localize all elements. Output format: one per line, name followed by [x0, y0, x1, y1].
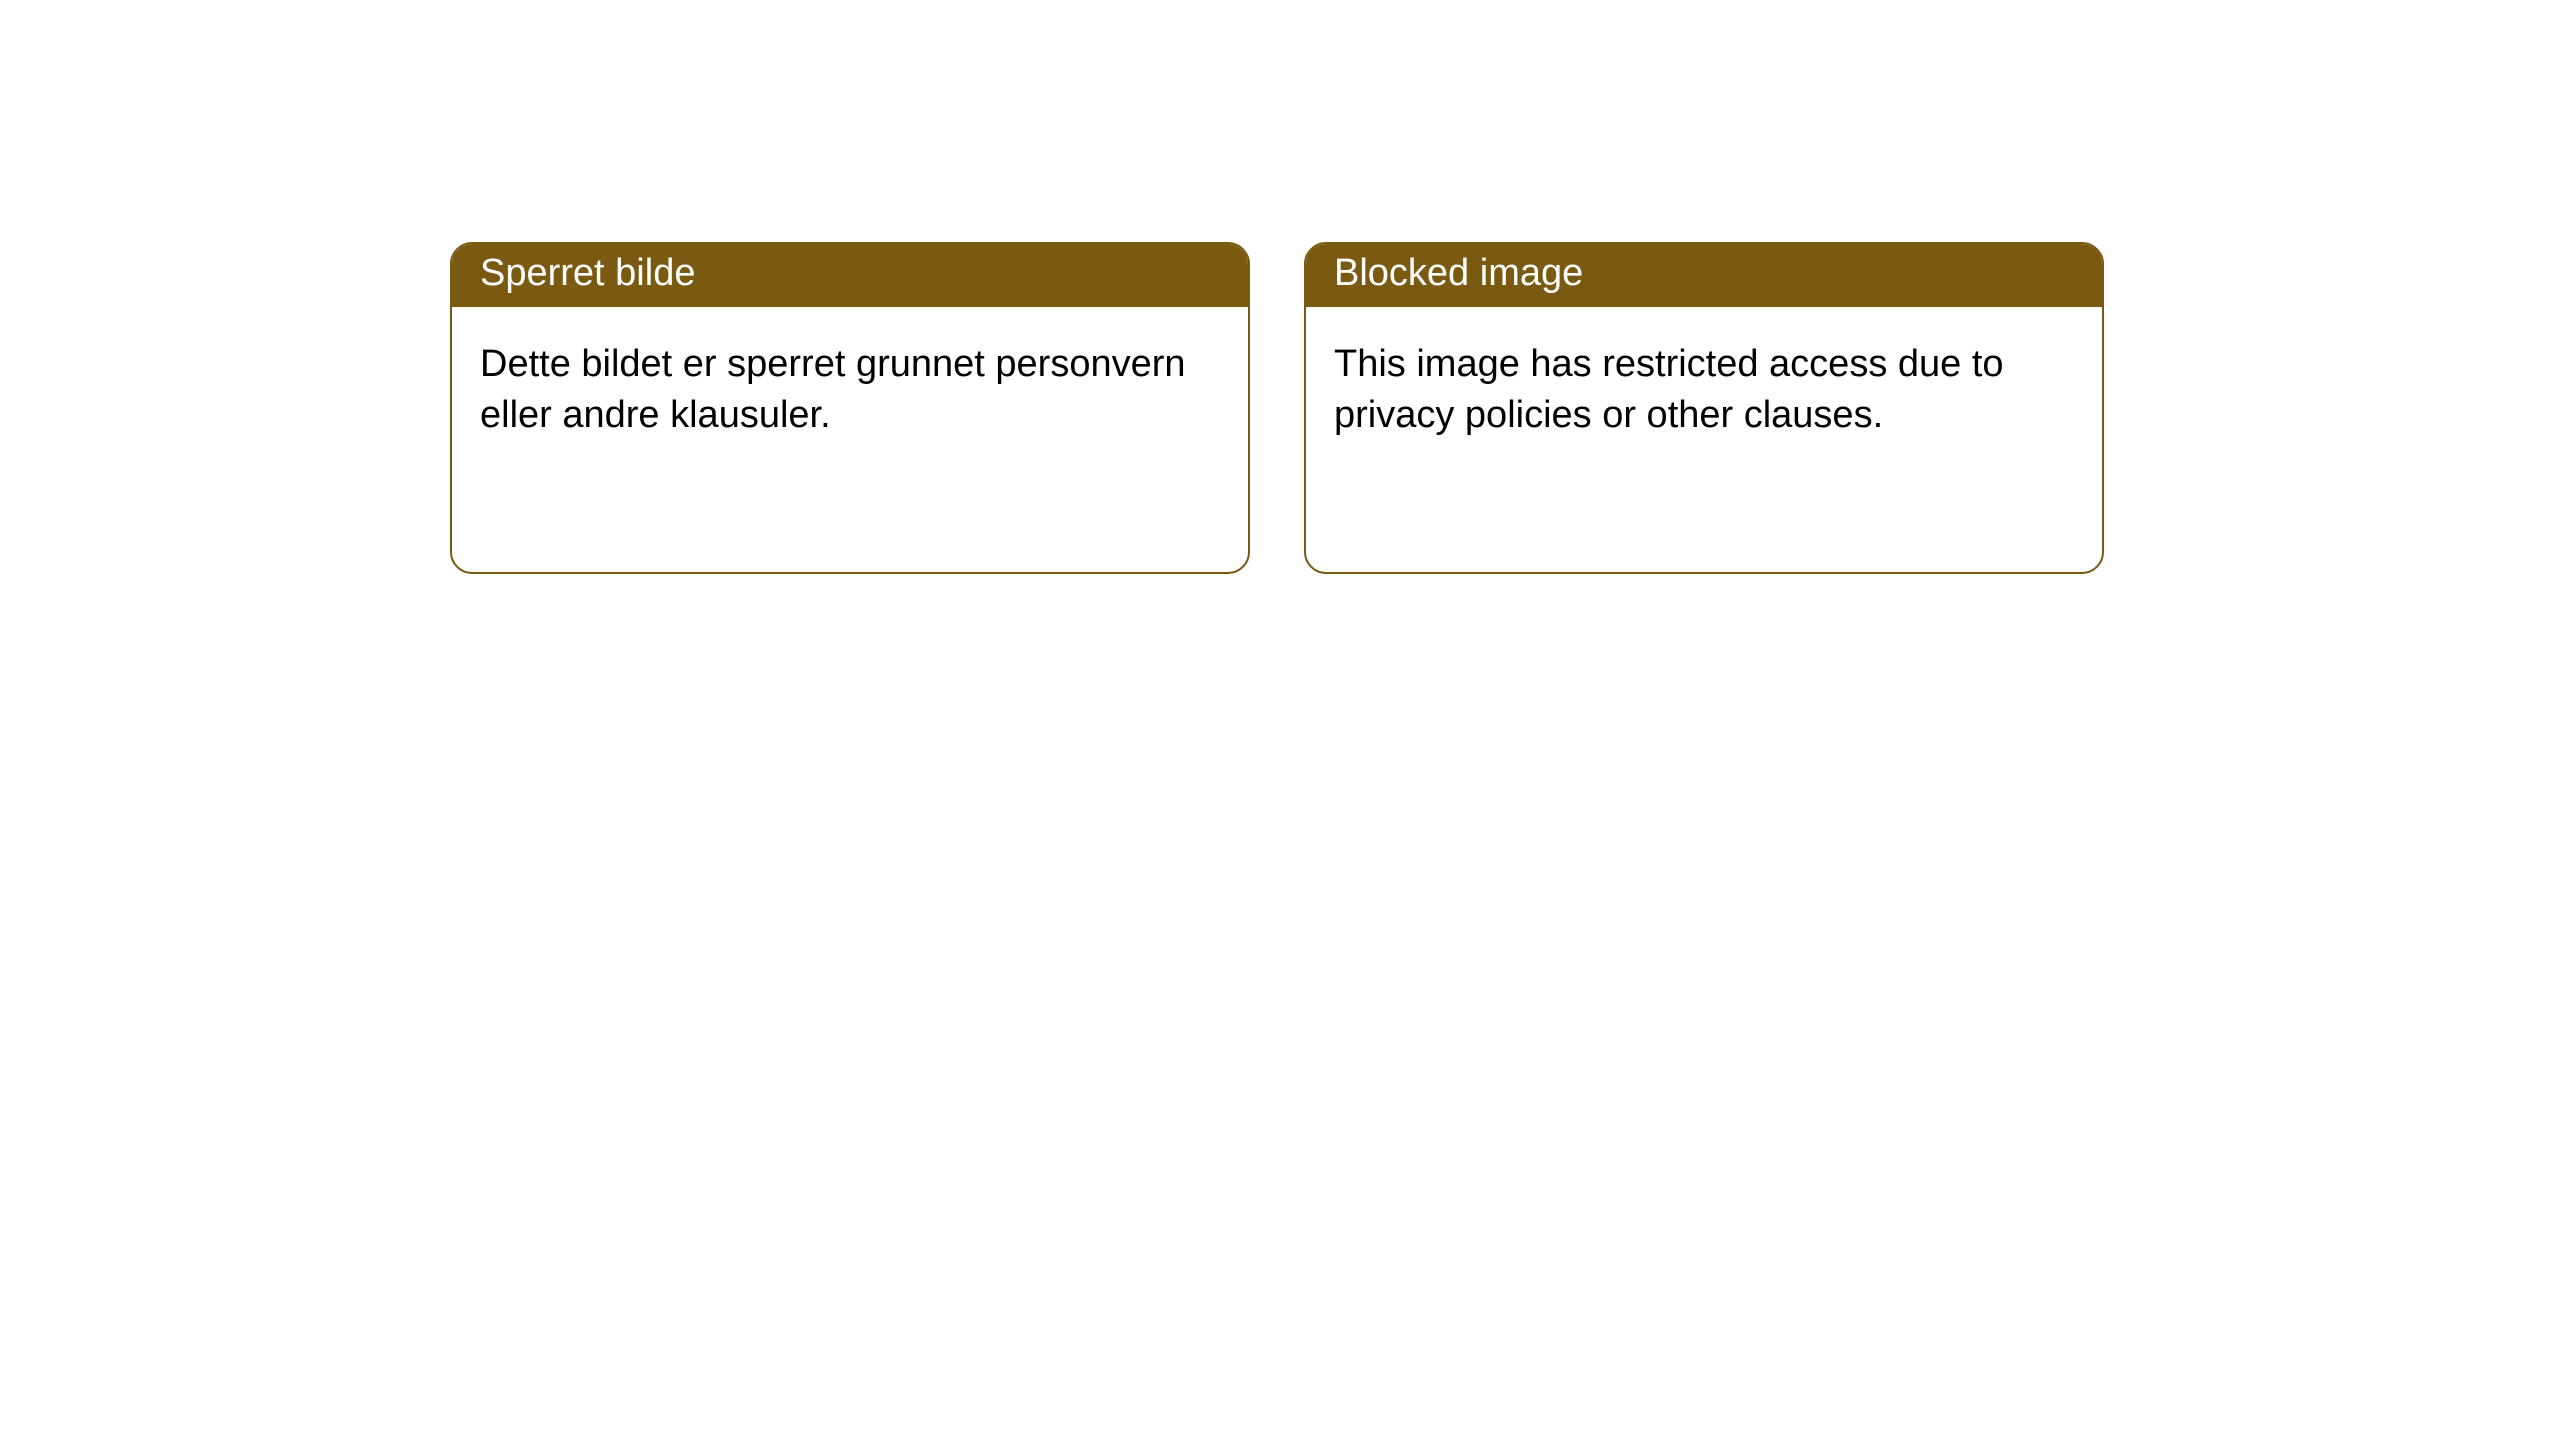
notice-container: Sperret bilde Dette bildet er sperret gr… — [0, 0, 2560, 574]
notice-body: This image has restricted access due to … — [1306, 307, 2102, 474]
notice-title: Sperret bilde — [480, 252, 695, 294]
notice-text: Dette bildet er sperret grunnet personve… — [480, 343, 1186, 436]
notice-header: Sperret bilde — [452, 244, 1248, 307]
notice-body: Dette bildet er sperret grunnet personve… — [452, 307, 1248, 474]
notice-text: This image has restricted access due to … — [1334, 343, 2004, 436]
notice-header: Blocked image — [1306, 244, 2102, 307]
notice-card-english: Blocked image This image has restricted … — [1304, 242, 2104, 574]
notice-title: Blocked image — [1334, 252, 1583, 294]
notice-card-norwegian: Sperret bilde Dette bildet er sperret gr… — [450, 242, 1250, 574]
